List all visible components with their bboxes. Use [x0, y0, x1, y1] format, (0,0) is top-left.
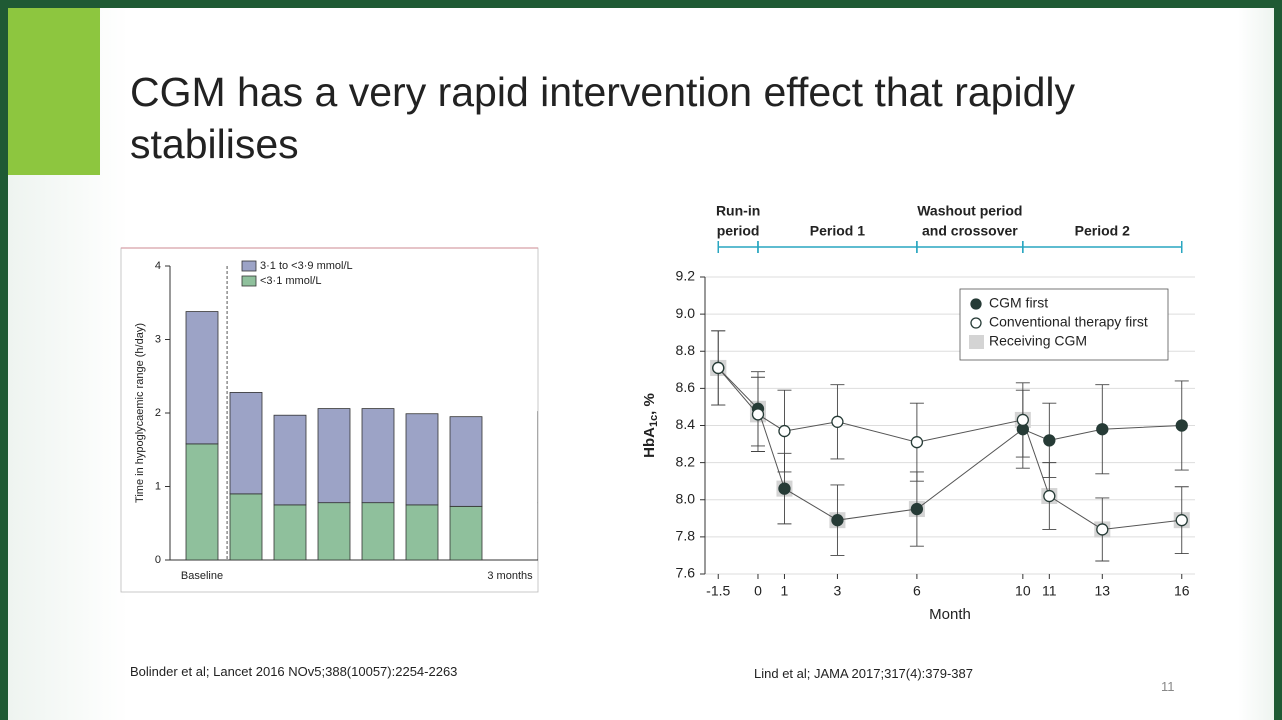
period-label: Period 1 [810, 223, 865, 239]
point [1175, 514, 1188, 527]
bar-segment [229, 392, 263, 495]
point [1043, 489, 1056, 503]
point [1096, 423, 1109, 436]
period-label: and crossover [922, 223, 1018, 239]
bar-segment [185, 311, 219, 445]
bar-segment [273, 504, 307, 561]
point [751, 408, 765, 421]
y-tick-label: 8.2 [676, 453, 696, 469]
x-tick-label: 1 [781, 583, 789, 599]
y-tick-label: 7.8 [676, 528, 696, 544]
accent-bar [8, 8, 100, 175]
bar-segment [449, 416, 483, 507]
x-tick-label: 3 [834, 583, 842, 599]
y-label-part: 1c [648, 415, 660, 427]
y-tick-label: 9.0 [676, 305, 696, 321]
point [712, 361, 725, 375]
x-tick-label: 3 months [487, 570, 533, 582]
bar-segment [273, 414, 307, 506]
point [1096, 523, 1109, 536]
x-tick-label: 13 [1095, 583, 1111, 599]
x-tick-label: Baseline [181, 570, 223, 582]
y-label-part: , % [641, 393, 658, 415]
point [778, 424, 791, 438]
point [831, 415, 844, 428]
period-label: Washout period [917, 203, 1022, 219]
legend-marker [970, 317, 982, 329]
bar-segment [449, 505, 483, 561]
y-tick-label: 8.4 [676, 416, 696, 432]
legend-swatch [241, 275, 257, 287]
period-label: Run-in [716, 203, 760, 219]
bar-segment [229, 493, 263, 561]
legend-label: 3·1 to <3·9 mmol/L [260, 260, 353, 272]
slide-title: CGM has a very rapid intervention effect… [130, 69, 1075, 167]
citation: Lind et al; JAMA 2017;317(4):379-387 [754, 666, 973, 681]
legend-swatch [241, 260, 257, 272]
bar-segment [361, 502, 395, 561]
legend-label: CGM first [989, 295, 1048, 311]
x-tick-label: 6 [913, 583, 921, 599]
point [831, 514, 844, 527]
citation: Bolinder et al; Lancet 2016 NOv5;388(100… [130, 664, 458, 679]
point [1016, 413, 1029, 427]
bar-segment [537, 502, 538, 561]
period-label: period [717, 223, 760, 239]
series-line [717, 367, 1182, 521]
bar-segment [317, 408, 351, 504]
bar-segment [185, 443, 219, 561]
legend-marker [969, 335, 984, 349]
x-tick-label: 16 [1174, 583, 1190, 599]
bar-segment [317, 502, 351, 561]
bar-segment [405, 413, 439, 506]
point [1175, 419, 1188, 432]
point [1043, 434, 1056, 447]
x-axis-label: Month [929, 606, 971, 623]
y-tick-label: 8.6 [676, 379, 696, 395]
y-tick-label: 0 [155, 554, 161, 566]
x-tick-label: 0 [754, 583, 762, 599]
x-tick-label: 10 [1015, 583, 1031, 599]
point [910, 502, 924, 516]
y-tick-label: 7.6 [676, 565, 696, 581]
x-tick-label: -1.5 [706, 583, 730, 599]
y-tick-label: 1 [155, 480, 161, 492]
x-tick-label: 11 [1042, 583, 1057, 599]
point [778, 482, 791, 495]
y-tick-label: 2 [155, 407, 161, 419]
point [910, 436, 924, 449]
chart-2: 7.67.88.08.28.48.68.89.09.2-1.5 0 1 3 6 10 11 1… [641, 203, 1195, 623]
legend-marker [970, 298, 982, 310]
series-line [717, 367, 1182, 530]
period-label: Period 2 [1075, 223, 1130, 239]
y-tick-label: 9.2 [676, 268, 696, 284]
legend-box [959, 288, 1169, 361]
y-label-part: HbA [641, 427, 658, 458]
bar-segment [537, 411, 538, 504]
bar-segment [405, 504, 439, 561]
y-axis-label: Time in hypoglycaemic range (h/day) [134, 323, 146, 503]
y-axis-label: HbA1c, % [641, 393, 660, 458]
y-tick-label: 8.0 [676, 490, 696, 506]
y-tick-label: 3 [155, 333, 161, 345]
y-tick-label: 4 [155, 260, 161, 272]
y-tick-label: 8.8 [676, 342, 696, 358]
page-number: 11 [1161, 679, 1175, 694]
legend-label: Conventional therapy first [989, 314, 1148, 330]
legend-label: <3·1 mmol/L [260, 275, 321, 287]
legend-label: Receiving CGM [989, 333, 1087, 349]
chart-1: 0 1 2 3 4 Time in hypoglycaemic range (h/day)… [134, 260, 538, 582]
bar-segment [361, 408, 395, 504]
